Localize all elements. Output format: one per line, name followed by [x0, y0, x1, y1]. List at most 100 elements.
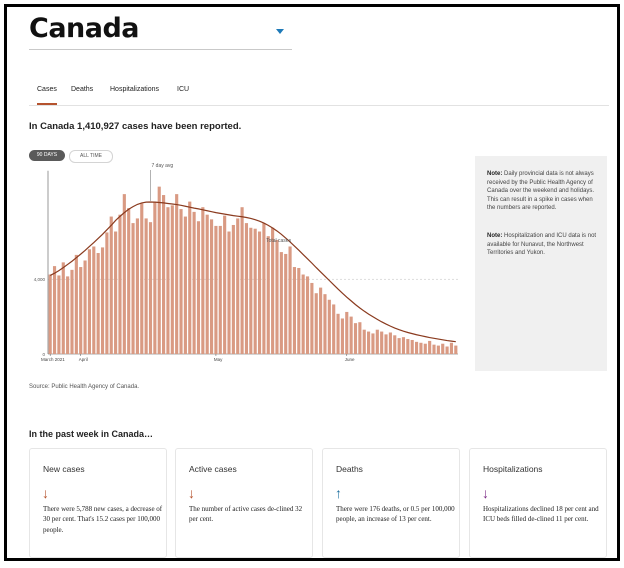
bar: [153, 201, 157, 354]
note-provincial: Note: Daily provincial data is not alway…: [487, 170, 597, 213]
bar: [301, 274, 305, 354]
bar: [371, 333, 375, 354]
bar: [266, 236, 270, 354]
range-90-days-button[interactable]: 90 DAYS: [29, 150, 65, 161]
note-label: Note:: [487, 233, 503, 239]
note-text: Daily provincial data is not always rece…: [487, 171, 595, 212]
card-title: Active cases: [189, 464, 237, 474]
y-tick-label: 0: [42, 352, 45, 357]
bar: [319, 287, 323, 354]
bar: [223, 215, 227, 354]
card-body: There were 5,788 new cases, a decrease o…: [43, 505, 163, 534]
bar: [127, 208, 131, 354]
bar: [257, 231, 262, 354]
bar: [393, 335, 397, 354]
x-tick-label: April: [79, 357, 88, 362]
data-note-panel: Note: Daily provincial data is not alway…: [475, 156, 607, 371]
region-selector[interactable]: Canada: [29, 13, 292, 50]
bar: [410, 339, 414, 354]
bar: [428, 340, 432, 354]
bar: [454, 345, 458, 354]
note-hospitalization: Note: Hospitalization and ICU data is no…: [487, 232, 597, 258]
tab-cases[interactable]: Cases: [37, 85, 57, 105]
bar: [445, 346, 449, 354]
card-body: Hospitalizations declined 18 per cent an…: [483, 505, 599, 524]
bar: [249, 227, 253, 354]
bar: [380, 331, 384, 354]
tab-deaths[interactable]: Deaths: [71, 86, 94, 93]
bar: [388, 332, 392, 354]
bar: [196, 221, 201, 354]
bar: [231, 224, 235, 354]
bar: [253, 228, 257, 354]
range-all-time-button[interactable]: ALL TIME: [69, 150, 113, 163]
bar: [441, 343, 445, 354]
down-arrow-icon: ↓: [482, 485, 489, 501]
bar: [144, 218, 148, 354]
bar: [209, 219, 214, 354]
bar: [179, 209, 183, 354]
bar: [297, 267, 301, 354]
bar: [384, 334, 388, 354]
annotation-7-day-avg: 7 day avg: [152, 163, 174, 169]
caret-down-icon[interactable]: [276, 29, 284, 34]
bar: [375, 329, 379, 354]
bar: [419, 342, 423, 354]
bar: [227, 231, 231, 354]
card-title: Hospitalizations: [483, 464, 543, 474]
bar: [148, 222, 153, 354]
bar: [423, 343, 427, 354]
bar: [92, 246, 96, 354]
bar: [61, 262, 65, 354]
seven-day-average-line: [49, 201, 456, 343]
region-title: Canada: [29, 13, 140, 44]
bar: [170, 205, 174, 354]
bar: [432, 344, 436, 354]
tab-icu[interactable]: ICU: [177, 86, 190, 93]
bar: [122, 194, 126, 354]
bar: [332, 304, 336, 354]
down-arrow-icon: ↓: [188, 485, 195, 501]
bar: [52, 266, 57, 354]
bar: [236, 218, 240, 354]
bar: [74, 254, 78, 354]
bar: [349, 316, 353, 354]
down-arrow-icon: ↓: [42, 485, 49, 501]
bar: [305, 276, 310, 354]
bar: [140, 203, 144, 354]
bar: [96, 253, 100, 354]
bar: [314, 293, 318, 354]
bar: [340, 318, 344, 354]
bar: [414, 341, 419, 354]
bar: [66, 276, 70, 354]
bar: [244, 223, 249, 354]
bar: [201, 207, 205, 354]
tab-bar: Cases Deaths Hospitalizations ICU: [29, 85, 609, 106]
bar: [218, 225, 222, 354]
card-body: There were 176 deaths, or 0.5 per 100,00…: [336, 505, 455, 524]
bar: [135, 218, 139, 354]
bar: [109, 216, 113, 354]
x-tick-label: May: [214, 357, 223, 362]
bar: [327, 299, 331, 354]
bar: [118, 214, 122, 354]
card-deaths: Deaths ↑ There were 176 deaths, or 0.5 p…: [322, 448, 460, 558]
note-label: Note:: [487, 171, 503, 177]
bar: [397, 338, 401, 354]
bar: [114, 231, 118, 354]
bar: [353, 323, 358, 354]
annotation-total-cases: Total cases: [266, 238, 292, 244]
tab-hospitalizations[interactable]: Hospitalizations: [110, 86, 160, 93]
bar: [288, 246, 292, 354]
bar: [183, 216, 187, 354]
up-arrow-icon: ↑: [335, 485, 342, 501]
bar: [358, 322, 362, 354]
bar: [205, 214, 209, 354]
source-text: Source: Public Health Agency of Canada.: [29, 384, 140, 390]
bar: [367, 331, 371, 354]
bar: [105, 232, 109, 354]
note-text: Hospitalization and ICU data is not avai…: [487, 233, 597, 257]
bar: [70, 269, 74, 354]
bar: [406, 339, 410, 354]
bar: [79, 267, 83, 354]
